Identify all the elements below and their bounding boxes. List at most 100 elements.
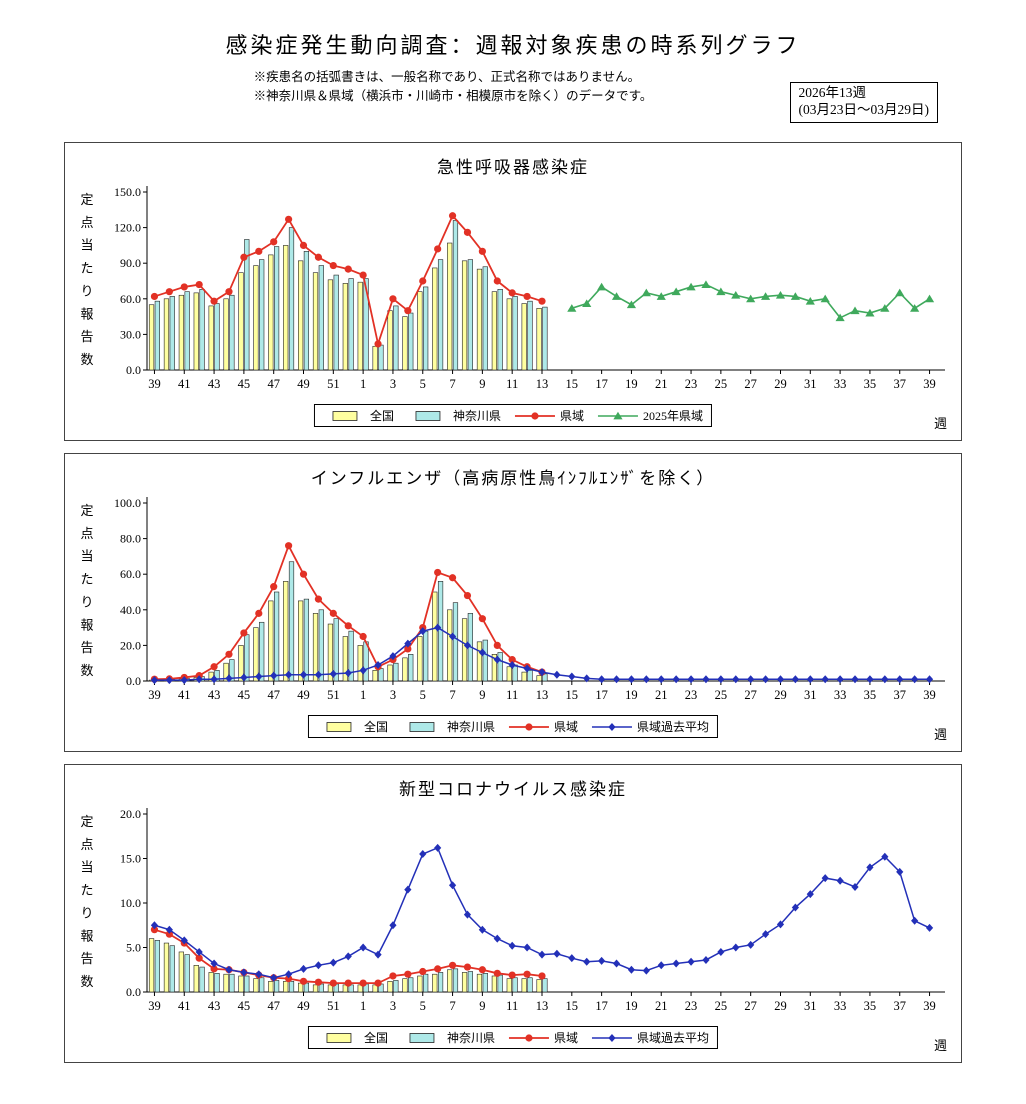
svg-text:17: 17 [595, 688, 608, 702]
svg-text:51: 51 [327, 688, 340, 702]
legend-label: 県域過去平均 [637, 720, 710, 734]
svg-text:45: 45 [238, 377, 251, 391]
series-keniki [150, 926, 546, 987]
legend-label: 県域 [560, 409, 585, 423]
legend-row: 全国 神奈川県 県域 県域過去平均 週 [65, 1026, 961, 1056]
svg-text:25: 25 [715, 999, 728, 1013]
svg-text:り: り [80, 594, 93, 609]
svg-text:33: 33 [834, 377, 847, 391]
svg-text:37: 37 [893, 999, 906, 1013]
svg-text:9: 9 [479, 688, 485, 702]
svg-text:5.0: 5.0 [126, 941, 141, 955]
notes: ※疾患名の括弧書きは、一般名称であり、正式名称ではありません。 ※神奈川県＆県域… [254, 68, 653, 107]
legend-swatch-kanagawa [409, 721, 435, 732]
legend-item-zenkoku: 全国 [323, 407, 394, 424]
y-axis: 0.0 30.0 60.0 90.0 120.0 150.0 [114, 185, 147, 377]
svg-text:31: 31 [804, 377, 817, 391]
svg-text:数: 数 [80, 352, 93, 367]
svg-text:39: 39 [923, 688, 936, 702]
svg-text:60.0: 60.0 [120, 292, 141, 306]
svg-text:33: 33 [834, 999, 847, 1013]
svg-text:3: 3 [390, 688, 396, 702]
y-axis: 0.0 5.0 10.0 15.0 20.0 [120, 807, 147, 999]
legend-row: 全国 神奈川県 県域 2025年県域 週 [65, 404, 961, 434]
page-header: 感染症発生動向調査：週報対象疾患の時系列グラフ ※疾患名の括弧書きは、一般名称で… [0, 0, 1026, 142]
report-week-range: (03月23日～03月29日) [798, 101, 930, 117]
note-line-2: ※神奈川県＆県域（横浜市・川崎市・相模原市を除く）のデータです。 [253, 89, 653, 104]
svg-text:23: 23 [685, 999, 698, 1013]
series-kanagawa [154, 561, 548, 682]
legend-swatch-keniki [509, 722, 549, 731]
svg-text:37: 37 [893, 688, 906, 702]
series-kanagawa [154, 220, 548, 371]
svg-text:29: 29 [774, 999, 787, 1013]
svg-text:43: 43 [208, 377, 221, 391]
svg-text:21: 21 [655, 377, 668, 391]
svg-text:39: 39 [923, 377, 936, 391]
svg-text:1: 1 [360, 999, 366, 1013]
svg-text:39: 39 [148, 377, 161, 391]
svg-text:5: 5 [420, 999, 426, 1013]
svg-text:90.0: 90.0 [120, 256, 141, 270]
x-axis: 39 41 43 45 47 49 51 1 3 5 7 9 11 13 15 17 19 21 23 25 27 29 3… [148, 370, 936, 391]
chart-title: 急性呼吸器感染症 [437, 158, 589, 177]
svg-text:13: 13 [536, 999, 549, 1013]
legend-swatch-zenkoku [332, 410, 358, 421]
svg-text:当: 当 [80, 860, 93, 875]
series-keniki-kako [150, 623, 934, 685]
x-axis-unit-label: 週 [933, 1038, 947, 1053]
series-zenkoku [148, 242, 542, 371]
svg-text:17: 17 [595, 377, 608, 391]
svg-text:120.0: 120.0 [114, 221, 141, 235]
svg-text:19: 19 [625, 688, 638, 702]
svg-text:60.0: 60.0 [120, 567, 141, 581]
svg-text:51: 51 [327, 377, 340, 391]
svg-text:39: 39 [923, 999, 936, 1013]
svg-text:3: 3 [390, 377, 396, 391]
legend-item-kanagawa: 神奈川県 [406, 407, 501, 424]
legend-swatch-keniki [509, 1033, 549, 1042]
svg-text:定: 定 [80, 192, 93, 207]
note-line-1: ※疾患名の括弧書きは、一般名称であり、正式名称ではありません。 [253, 70, 641, 84]
x-axis-unit-label: 週 [933, 416, 947, 431]
svg-text:39: 39 [148, 999, 161, 1013]
svg-text:5: 5 [420, 377, 426, 391]
report-week: 2026年13週 [798, 85, 867, 100]
svg-text:25: 25 [715, 688, 728, 702]
x-axis: 39 41 43 45 47 49 51 1 3 5 7 9 11 13 15 17 19 21 23 25 27 29 3… [148, 681, 936, 702]
svg-text:35: 35 [864, 688, 877, 702]
series-zenkoku [148, 938, 542, 993]
legend-item-keniki: 県域 [513, 407, 584, 424]
svg-text:定: 定 [80, 503, 93, 518]
svg-text:15: 15 [566, 999, 579, 1013]
svg-text:23: 23 [685, 688, 698, 702]
svg-text:27: 27 [744, 377, 757, 391]
svg-text:41: 41 [178, 999, 191, 1013]
svg-text:31: 31 [804, 688, 817, 702]
legend-swatch-keniki-kako [592, 1033, 633, 1042]
y-axis: 0.0 20.0 40.0 60.0 80.0 100.0 [114, 496, 147, 688]
chart-title: インフルエンザ（高病原性鳥ｲﾝﾌﾙｴﾝｻﾞを除く） [310, 469, 716, 488]
legend-label: 県域過去平均 [637, 1031, 710, 1045]
svg-text:45: 45 [238, 688, 251, 702]
legend-item-zenkoku: 全国 [317, 1029, 388, 1046]
svg-text:点: 点 [80, 837, 93, 852]
svg-text:告: 告 [80, 951, 93, 966]
svg-text:10.0: 10.0 [120, 896, 141, 910]
svg-text:23: 23 [685, 377, 698, 391]
legend-item-zenkoku: 全国 [317, 718, 388, 735]
svg-text:9: 9 [479, 377, 485, 391]
svg-text:告: 告 [80, 640, 93, 655]
legend-label: 神奈川県 [446, 720, 495, 734]
svg-text:7: 7 [449, 999, 455, 1013]
legend-label: 全国 [369, 409, 394, 423]
svg-text:0.0: 0.0 [126, 674, 141, 688]
svg-text:150.0: 150.0 [114, 185, 141, 199]
svg-text:20.0: 20.0 [120, 638, 141, 652]
legend-label: 県域 [554, 720, 579, 734]
svg-text:1: 1 [360, 688, 366, 702]
